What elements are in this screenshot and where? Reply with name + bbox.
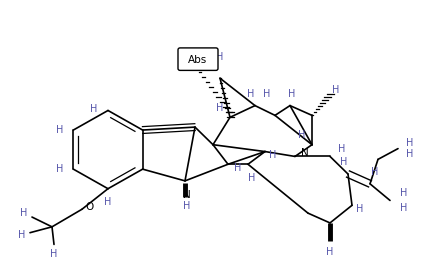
Text: H: H xyxy=(326,247,334,257)
Text: H: H xyxy=(407,138,414,148)
Text: H: H xyxy=(400,203,408,213)
Text: H: H xyxy=(356,204,364,214)
Text: O: O xyxy=(85,202,93,212)
Text: H: H xyxy=(234,163,242,173)
Text: N: N xyxy=(183,190,191,200)
Text: H: H xyxy=(341,157,348,167)
Text: H: H xyxy=(56,125,63,135)
Text: Abs: Abs xyxy=(188,55,208,65)
Text: N: N xyxy=(301,148,309,157)
Text: H: H xyxy=(371,167,379,177)
Text: H: H xyxy=(400,188,408,198)
Text: H: H xyxy=(248,173,255,183)
Text: H: H xyxy=(269,150,277,161)
Text: H: H xyxy=(183,201,191,211)
Text: H: H xyxy=(91,104,98,113)
Text: H: H xyxy=(288,89,296,99)
Text: H: H xyxy=(216,103,224,113)
Text: H: H xyxy=(407,149,414,160)
Text: H: H xyxy=(50,249,58,259)
Text: H: H xyxy=(338,143,346,154)
Text: H: H xyxy=(263,89,271,99)
FancyBboxPatch shape xyxy=(178,48,218,70)
Text: H: H xyxy=(104,197,112,207)
Text: H: H xyxy=(332,85,340,95)
Text: H: H xyxy=(20,208,27,218)
Text: H: H xyxy=(56,164,63,174)
Text: H: H xyxy=(18,230,26,240)
Text: H: H xyxy=(298,130,306,140)
Text: H: H xyxy=(216,52,224,62)
Text: H: H xyxy=(247,89,255,99)
